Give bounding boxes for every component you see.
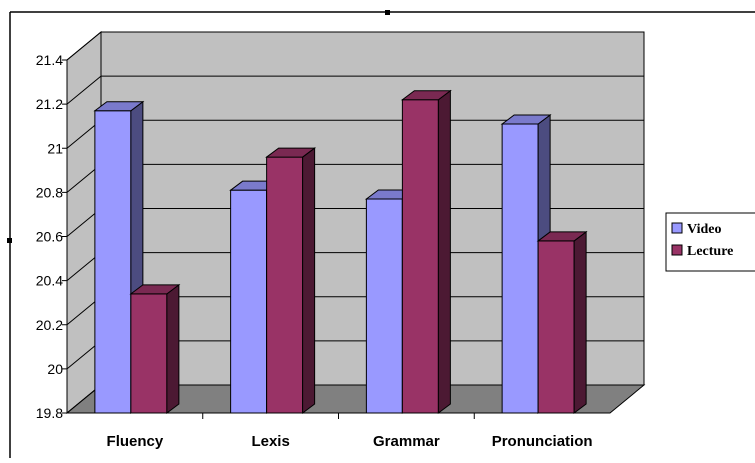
bar-side xyxy=(166,283,180,414)
bar-lecture-lexis xyxy=(265,147,317,414)
x-tick-label: Fluency xyxy=(107,433,164,450)
y-tick-label: 21.4 xyxy=(36,52,63,68)
legend-label-video: Video xyxy=(687,222,721,237)
legend-label-lecture: Lecture xyxy=(687,244,733,259)
resize-handle-left[interactable] xyxy=(7,238,12,243)
gridline xyxy=(66,31,644,61)
bar-front xyxy=(401,99,439,414)
bar-lecture-fluency xyxy=(129,283,181,414)
bar-front xyxy=(501,123,539,414)
y-tick-label: 19.8 xyxy=(36,405,63,421)
bar-front xyxy=(537,240,575,414)
bar-top xyxy=(93,101,145,112)
y-tick-label: 21.2 xyxy=(36,96,63,112)
y-tick-label: 21 xyxy=(47,140,63,156)
bar-side xyxy=(302,147,316,414)
bar-front xyxy=(230,189,268,414)
bar-top xyxy=(500,114,552,125)
bar-lecture-pronunciation xyxy=(536,230,588,414)
bar-top xyxy=(265,147,317,158)
legend-swatch-video xyxy=(671,222,683,234)
y-tick-label: 20 xyxy=(47,361,63,377)
y-tick-label: 20.2 xyxy=(36,317,63,333)
resize-handle-top[interactable] xyxy=(385,10,390,15)
bar-video-fluency xyxy=(93,100,145,414)
bar-front xyxy=(266,156,304,414)
x-tick-label: Grammar xyxy=(373,433,440,450)
y-tick-label: 20.4 xyxy=(36,273,63,289)
bar-lecture-grammar xyxy=(400,89,452,414)
bar-top xyxy=(129,284,181,295)
bar-side xyxy=(573,230,587,414)
x-tick-label: Pronunciation xyxy=(492,433,593,450)
bar-top xyxy=(400,90,452,101)
plot-area: 19.8 20 20.2 20.4 20.6 20.8 21 21.2 21.4 Fluency L… xyxy=(36,30,646,450)
legend-swatch-lecture xyxy=(671,244,683,256)
bar-top xyxy=(536,231,588,242)
gridline xyxy=(66,75,644,105)
y-tick-label: 20.8 xyxy=(36,184,63,200)
bar-side xyxy=(437,89,451,414)
bar-front xyxy=(130,293,168,414)
y-tick-label: 20.6 xyxy=(36,229,63,245)
legend: Video Lecture xyxy=(665,212,755,272)
x-tick-label: Lexis xyxy=(251,433,289,450)
bar-front xyxy=(94,110,132,414)
bar-front xyxy=(365,198,403,414)
